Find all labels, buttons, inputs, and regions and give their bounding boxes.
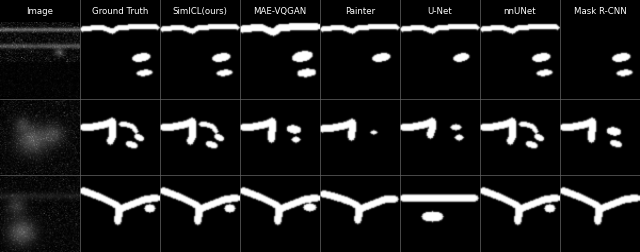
Text: U-Net: U-Net [428,7,452,16]
Text: SimICL(ours): SimICL(ours) [173,7,227,16]
Text: Painter: Painter [345,7,375,16]
Text: MAE-VQGAN: MAE-VQGAN [253,7,307,16]
Text: Mask R-CNN: Mask R-CNN [573,7,627,16]
Text: Ground Truth: Ground Truth [92,7,148,16]
Text: Image: Image [26,7,54,16]
Text: nnUNet: nnUNet [504,7,536,16]
